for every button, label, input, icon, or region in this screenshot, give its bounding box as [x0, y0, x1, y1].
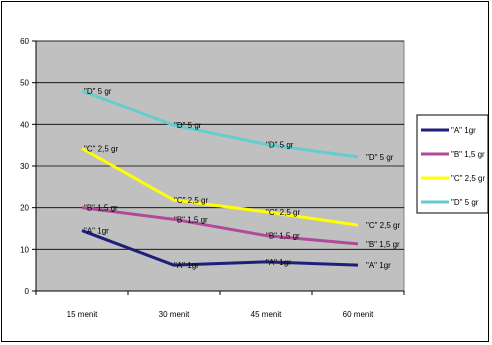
data-label: "A" 1gr — [366, 261, 391, 270]
data-label: "B" 1,5 gr — [366, 240, 400, 249]
data-label: "B" 1,5 gr — [174, 215, 208, 224]
legend-entry: "B" 1,5 gr — [451, 150, 485, 159]
series-lines — [81, 89, 359, 267]
y-tick-label: 50 — [20, 79, 29, 88]
data-label: "A" 1gr — [84, 227, 109, 236]
legend-entry: "D" 5 gr — [451, 198, 479, 207]
legend: "A" 1gr "B" 1,5 gr "C" 2,5 gr "D" 5 gr — [416, 114, 489, 214]
data-label: "D" 5 gr — [366, 153, 394, 162]
y-tick-label: 40 — [20, 120, 29, 129]
y-tick-label: 20 — [20, 204, 29, 213]
x-tick-label: 15 menit — [67, 310, 98, 319]
series-line — [81, 89, 359, 159]
y-tick-label: 30 — [20, 162, 29, 171]
y-tick-label: 10 — [20, 245, 29, 254]
data-label: "D" 5 gr — [84, 87, 112, 96]
y-axis: 0 10 20 30 40 50 60 — [20, 37, 37, 296]
data-label: "A" 1gr — [266, 258, 291, 267]
data-label: "D" 5 gr — [266, 140, 294, 149]
x-tick-label: 60 menit — [343, 310, 374, 319]
data-label: "D" 5 gr — [174, 121, 202, 130]
data-label: "A" 1gr — [174, 261, 199, 270]
series-line — [81, 206, 359, 246]
series-line — [81, 147, 359, 227]
series-line — [81, 229, 359, 267]
data-label: "C" 2,5 gr — [366, 221, 400, 230]
legend-entry: "C" 2,5 gr — [451, 174, 485, 183]
x-tick-label: 45 menit — [251, 310, 282, 319]
data-label: "B" 1,5 gr — [266, 232, 300, 241]
y-tick-label: 0 — [25, 287, 30, 296]
data-label: "B" 1,5 gr — [84, 204, 118, 213]
legend-entry: "A" 1gr — [451, 126, 476, 135]
data-labels: "A" 1gr "A" 1gr "A" 1gr "A" 1gr "B" 1,5 gr "B… — [84, 87, 400, 270]
data-label: "C" 2,5 gr — [84, 145, 118, 154]
data-label: "C" 2,5 gr — [174, 196, 208, 205]
x-axis: 15 menit 30 menit 45 menit 60 menit — [35, 290, 405, 319]
x-tick-label: 30 menit — [159, 310, 190, 319]
data-label: "C" 2,5 gr — [266, 208, 300, 217]
gridlines — [36, 40, 404, 250]
y-tick-label: 60 — [20, 37, 29, 46]
